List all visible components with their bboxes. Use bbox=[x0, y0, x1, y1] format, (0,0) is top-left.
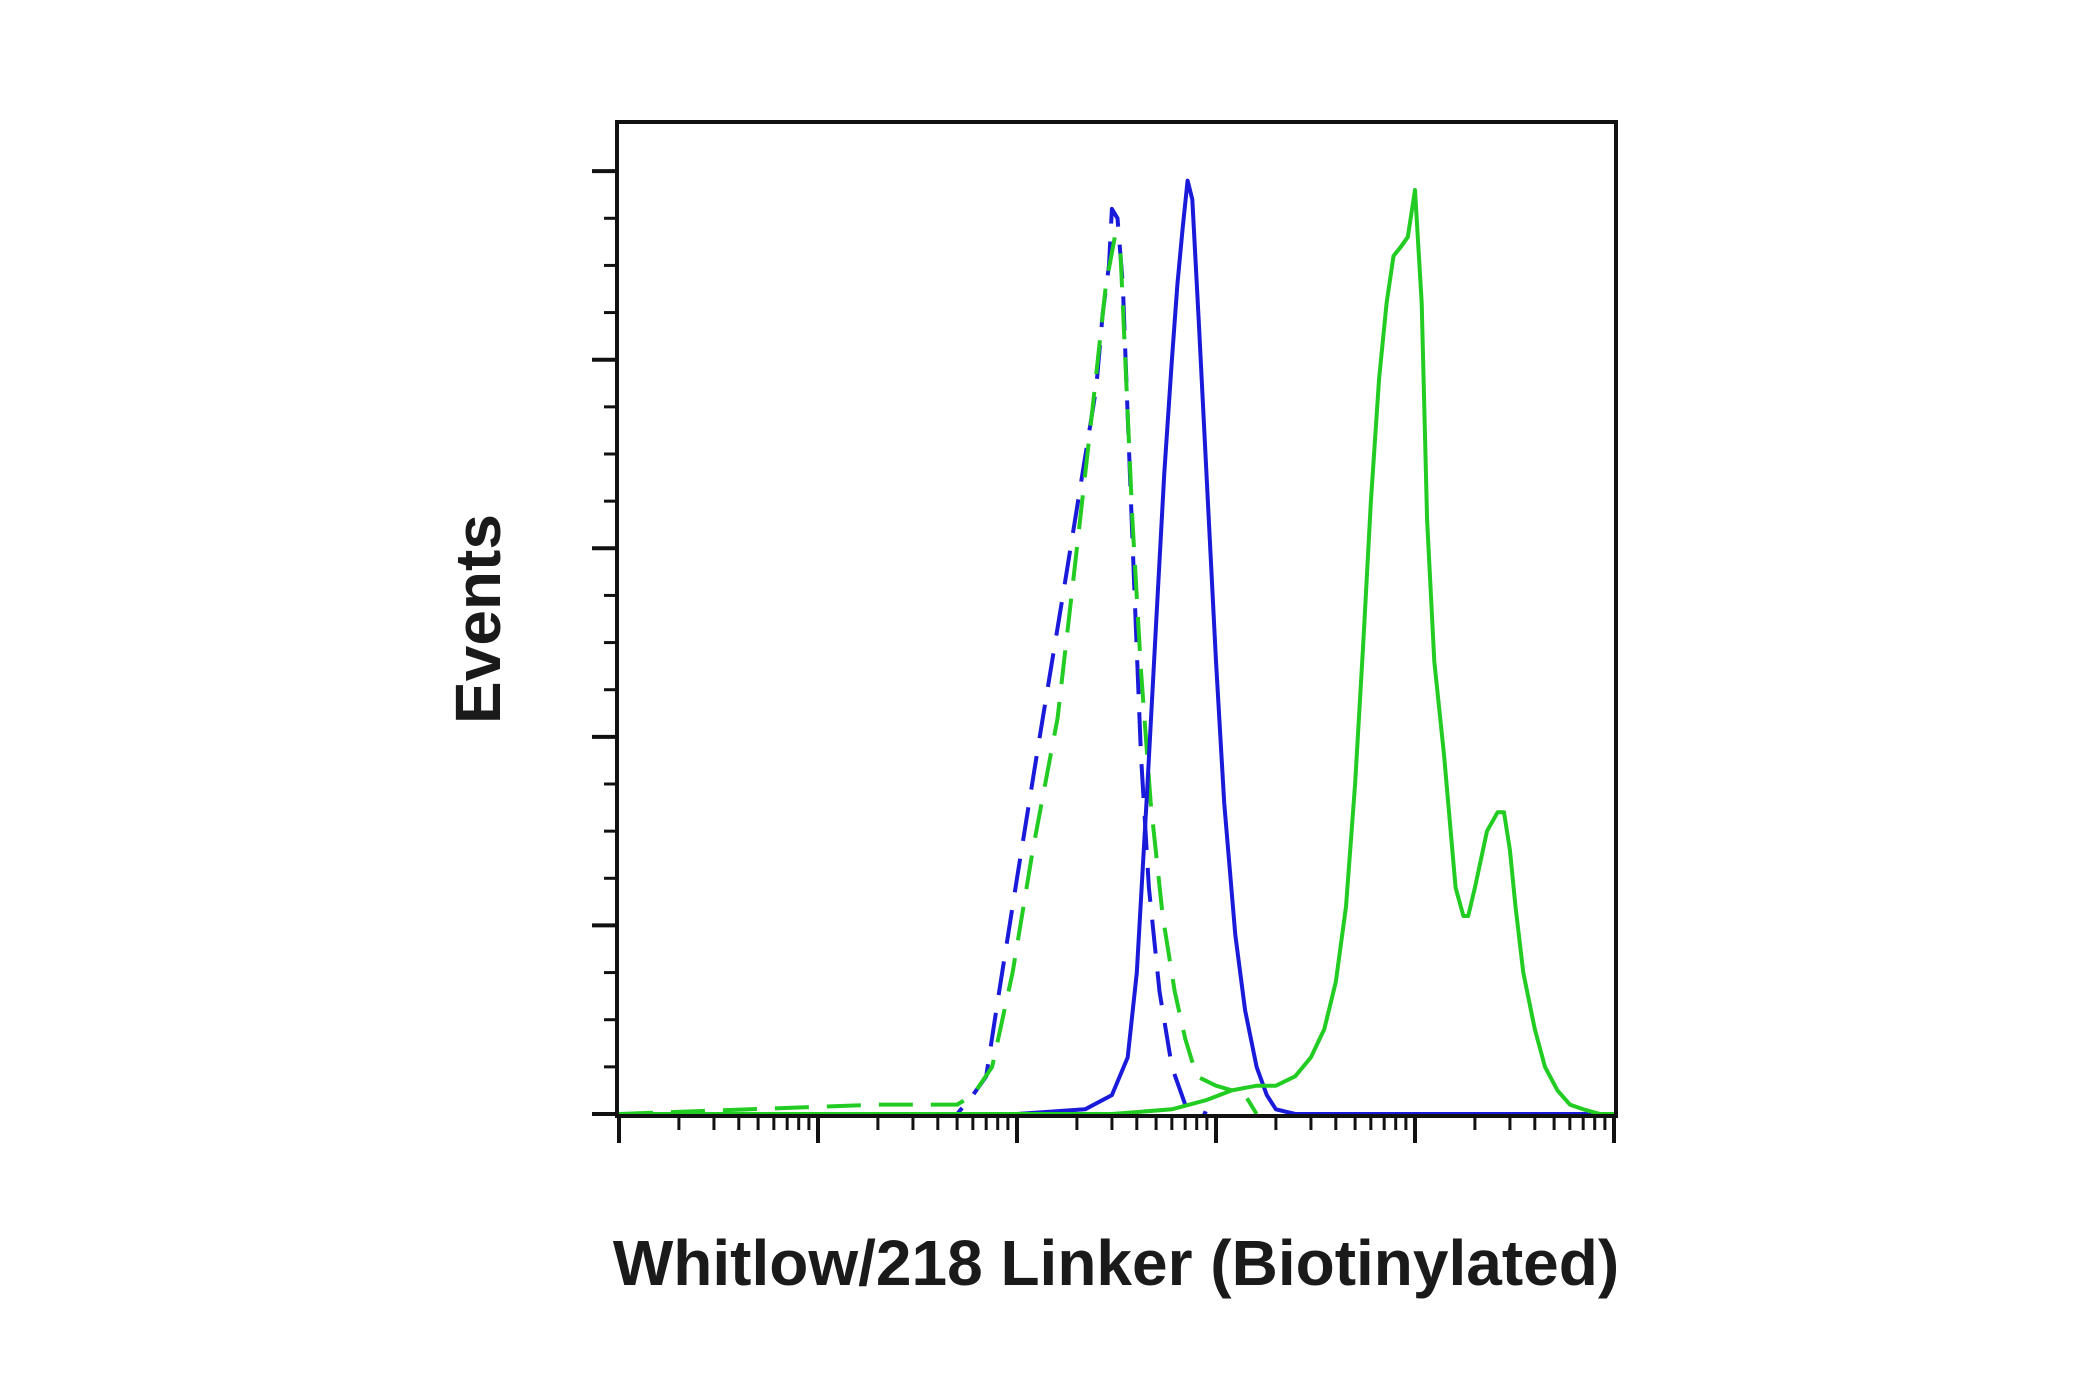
series-line-4 bbox=[619, 188, 1614, 1116]
x-axis-ticks bbox=[617, 1116, 1616, 1143]
series-line-3 bbox=[619, 178, 1614, 1116]
y-axis-ticks bbox=[592, 169, 617, 1116]
series-group bbox=[618, 178, 1614, 1116]
y-axis-label: Events bbox=[442, 514, 514, 724]
series-line-2 bbox=[618, 235, 1259, 1116]
plot-frame bbox=[615, 120, 1618, 1118]
x-axis-label: Whitlow/218 Linker (Biotinylated) bbox=[613, 1227, 1619, 1299]
series-line-1 bbox=[619, 206, 1208, 1116]
